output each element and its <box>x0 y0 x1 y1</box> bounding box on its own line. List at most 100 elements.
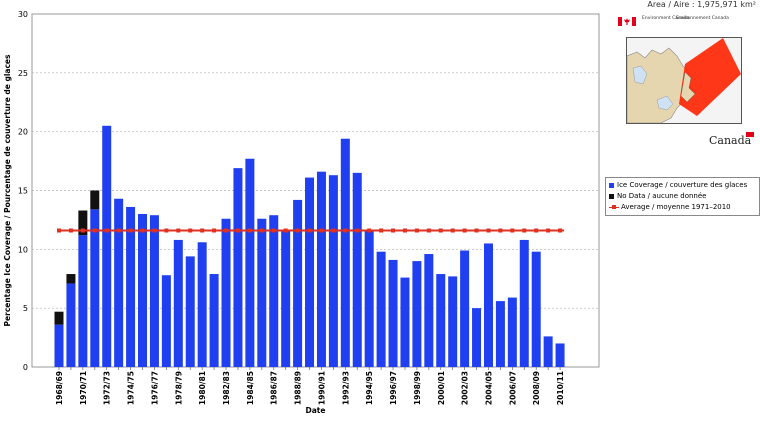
x-tick-label: 1998/99 <box>413 371 422 405</box>
average-marker <box>271 228 276 233</box>
region-map <box>626 37 742 124</box>
x-tick-label: 1990/91 <box>317 371 326 405</box>
nodata-swatch <box>609 193 614 199</box>
x-tick-label: 1982/83 <box>222 371 231 405</box>
bar-coverage <box>149 215 159 367</box>
average-marker <box>534 228 539 233</box>
x-tick-label: 1980/81 <box>198 371 207 405</box>
x-tick-label: 2008/09 <box>532 371 541 405</box>
bar-coverage <box>400 277 410 367</box>
average-marker <box>319 228 324 233</box>
dept-name-en: Environment Canada <box>642 16 690 21</box>
x-tick-label: 2004/05 <box>484 371 493 405</box>
chart-legend: Ice Coverage / couverture des glaces No … <box>605 177 760 216</box>
canada-flag-icon <box>618 17 636 26</box>
average-marker <box>235 228 240 233</box>
bar-coverage <box>54 324 64 367</box>
bar-coverage <box>340 138 350 367</box>
average-marker <box>307 228 312 233</box>
x-tick-label: 1996/97 <box>389 371 398 405</box>
average-marker <box>510 228 515 233</box>
x-axis-label: Date <box>306 406 326 415</box>
average-marker <box>498 228 503 233</box>
bar-coverage <box>78 235 88 367</box>
bar-coverage <box>102 125 112 368</box>
bar-coverage <box>66 283 76 367</box>
x-tick-label: 2006/07 <box>508 371 517 405</box>
x-tick-label: 1972/73 <box>103 371 112 405</box>
x-tick-label: 1978/79 <box>174 371 183 405</box>
bar-coverage <box>138 214 148 367</box>
legend-item-average: Average / moyenne 1971–2010 <box>609 202 731 212</box>
bar-coverage <box>328 175 338 367</box>
dept-name-fr: Environnement Canada <box>676 16 729 21</box>
bar-coverage <box>185 256 195 367</box>
average-marker <box>474 228 479 233</box>
average-marker <box>295 228 300 233</box>
bar-coverage <box>161 275 171 367</box>
bar-coverage <box>90 209 100 367</box>
bar-coverage <box>352 172 362 367</box>
bar-coverage <box>245 158 255 367</box>
average-marker <box>176 228 181 233</box>
average-marker <box>188 228 193 233</box>
bar-coverage <box>281 230 291 367</box>
bar-coverage <box>209 274 219 367</box>
y-tick-label: 30 <box>18 10 28 19</box>
x-tick-label: 2010/11 <box>556 371 565 405</box>
bar-coverage <box>507 297 517 367</box>
x-tick-label: 1992/93 <box>341 371 350 405</box>
x-tick-label: 1986/87 <box>270 371 279 405</box>
average-marker <box>247 228 252 233</box>
y-tick-label: 20 <box>18 128 28 137</box>
average-marker <box>164 228 169 233</box>
average-marker <box>104 228 109 233</box>
x-tick-label: 1976/77 <box>150 371 159 405</box>
bar-nodata <box>66 274 76 284</box>
average-marker <box>283 228 288 233</box>
average-marker <box>522 228 527 233</box>
average-marker <box>546 228 551 233</box>
x-tick-label: 1970/71 <box>79 371 88 405</box>
bar-coverage <box>316 171 326 367</box>
average-marker <box>355 228 360 233</box>
bar-coverage <box>221 218 231 367</box>
average-marker <box>259 228 264 233</box>
x-tick-label: 2000/01 <box>437 371 446 405</box>
y-tick-label: 10 <box>18 245 28 254</box>
average-marker <box>116 228 121 233</box>
average-marker <box>450 228 455 233</box>
average-marker <box>367 228 372 233</box>
area-label: Area / Aire : 1,975,971 km² <box>647 0 756 9</box>
average-marker <box>438 228 443 233</box>
bar-nodata <box>90 190 100 210</box>
average-marker <box>212 228 217 233</box>
bar-coverage <box>269 215 279 367</box>
average-marker <box>92 228 97 233</box>
average-marker <box>224 228 229 233</box>
bar-coverage <box>233 168 243 367</box>
bar-coverage <box>388 259 398 367</box>
average-marker <box>414 228 419 233</box>
bar-coverage <box>436 274 446 367</box>
average-marker <box>140 228 145 233</box>
average-marker <box>379 228 384 233</box>
bar-coverage <box>376 251 386 367</box>
y-tick-label: 25 <box>18 69 28 78</box>
average-marker <box>80 228 85 233</box>
bar-coverage <box>173 239 183 367</box>
bar-coverage <box>555 343 565 367</box>
bar-coverage <box>448 276 458 367</box>
x-tick-label: 1984/85 <box>246 371 255 405</box>
x-tick-label: 1994/95 <box>365 371 374 405</box>
average-swatch <box>609 204 619 210</box>
bar-coverage <box>197 242 207 367</box>
bar-coverage <box>364 230 374 367</box>
bar-coverage <box>495 301 505 367</box>
bar-coverage <box>460 250 470 367</box>
bar-coverage <box>543 336 553 367</box>
average-marker <box>200 228 205 233</box>
environment-canada-logo: Environment Canada Environnement Canada <box>618 15 738 29</box>
average-marker <box>558 228 563 233</box>
x-tick-label: 1974/75 <box>127 371 136 405</box>
